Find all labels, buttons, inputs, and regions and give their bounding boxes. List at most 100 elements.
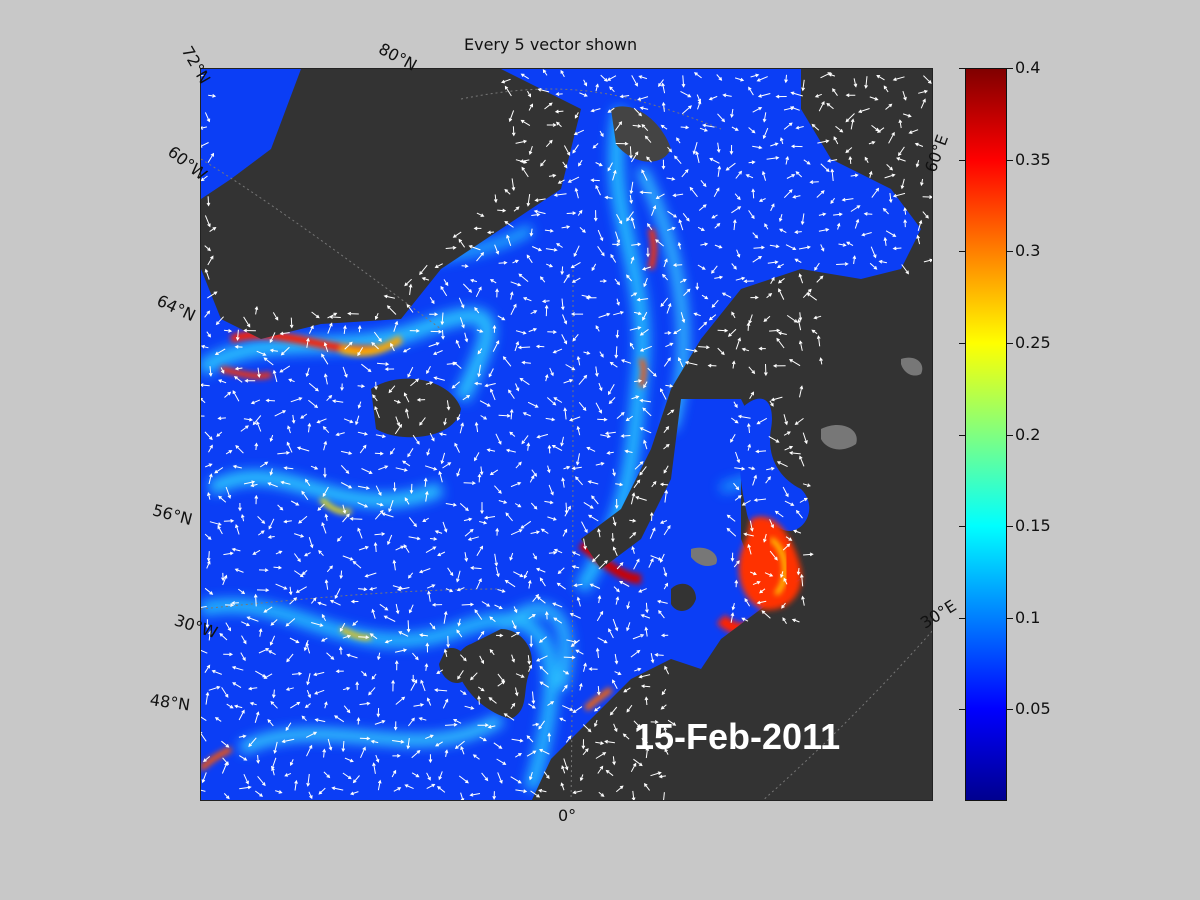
velocity-vector bbox=[395, 467, 408, 472]
velocity-vector bbox=[311, 622, 324, 627]
velocity-vector bbox=[791, 618, 800, 623]
velocity-vector bbox=[614, 498, 619, 510]
velocity-vector bbox=[201, 606, 207, 608]
velocity-vector bbox=[639, 345, 652, 352]
velocity-vector bbox=[489, 616, 496, 622]
velocity-vector bbox=[359, 736, 371, 741]
velocity-vector bbox=[416, 397, 426, 402]
velocity-vector bbox=[758, 198, 766, 202]
velocity-vector bbox=[717, 347, 725, 356]
velocity-vector bbox=[216, 431, 223, 437]
velocity-vector bbox=[483, 515, 496, 520]
velocity-vector bbox=[509, 552, 514, 561]
velocity-vector bbox=[587, 480, 599, 485]
velocity-vector bbox=[869, 262, 878, 270]
velocity-vector bbox=[642, 311, 648, 321]
velocity-vector bbox=[430, 537, 438, 541]
velocity-vector bbox=[521, 435, 529, 445]
velocity-vector bbox=[368, 687, 376, 696]
velocity-vector bbox=[801, 79, 805, 92]
velocity-vector bbox=[217, 525, 223, 535]
velocity-vector bbox=[509, 291, 514, 300]
velocity-vector bbox=[888, 131, 895, 144]
velocity-vector bbox=[527, 401, 539, 408]
velocity-vector bbox=[445, 245, 457, 250]
velocity-vector bbox=[608, 628, 614, 639]
velocity-vector bbox=[206, 196, 211, 207]
velocity-vector bbox=[708, 95, 718, 101]
velocity-vector bbox=[221, 740, 230, 748]
velocity-vector bbox=[595, 462, 605, 466]
velocity-vector bbox=[479, 466, 484, 476]
velocity-vector bbox=[782, 617, 787, 624]
velocity-vector bbox=[581, 521, 588, 534]
velocity-vector bbox=[413, 703, 425, 707]
velocity-vector bbox=[225, 450, 233, 455]
velocity-vector bbox=[394, 648, 408, 653]
velocity-vector bbox=[406, 620, 411, 633]
velocity-vector bbox=[585, 295, 597, 300]
velocity-vector bbox=[240, 513, 245, 522]
velocity-vector bbox=[770, 396, 783, 402]
velocity-vector bbox=[218, 379, 227, 384]
velocity-vector bbox=[612, 546, 618, 556]
velocity-vector bbox=[476, 545, 484, 557]
velocity-vector bbox=[521, 166, 529, 178]
velocity-vector bbox=[528, 103, 533, 111]
velocity-vector bbox=[678, 218, 684, 231]
velocity-vector bbox=[513, 606, 518, 614]
velocity-vector bbox=[711, 265, 718, 274]
velocity-vector bbox=[569, 416, 581, 422]
velocity-vector bbox=[714, 222, 721, 229]
velocity-vector bbox=[641, 266, 652, 271]
velocity-vector bbox=[766, 466, 775, 471]
velocity-vector bbox=[750, 73, 760, 78]
velocity-vector bbox=[661, 273, 669, 281]
colorbar-tick-mark bbox=[1007, 68, 1013, 69]
velocity-vector bbox=[553, 548, 563, 554]
velocity-vector bbox=[305, 478, 311, 487]
velocity-vector bbox=[463, 481, 476, 485]
velocity-vector bbox=[922, 211, 929, 219]
velocity-vector bbox=[249, 701, 257, 706]
velocity-vector bbox=[735, 276, 746, 281]
velocity-vector bbox=[274, 410, 287, 417]
velocity-vector bbox=[590, 108, 601, 113]
velocity-vector bbox=[446, 400, 451, 411]
velocity-vector bbox=[562, 314, 568, 325]
velocity-vector bbox=[411, 749, 421, 759]
velocity-vector bbox=[667, 719, 677, 726]
velocity-vector bbox=[408, 536, 421, 541]
lat-label-48n: 48°N bbox=[148, 690, 192, 715]
velocity-vector bbox=[639, 398, 652, 403]
velocity-vector bbox=[770, 203, 775, 212]
velocity-vector bbox=[201, 75, 205, 77]
velocity-vector bbox=[836, 262, 849, 266]
velocity-vector bbox=[631, 790, 636, 800]
velocity-vector bbox=[614, 346, 619, 359]
velocity-vector bbox=[288, 378, 295, 383]
velocity-vector bbox=[254, 305, 259, 315]
velocity-vector bbox=[531, 212, 541, 217]
velocity-vector bbox=[474, 381, 482, 386]
velocity-vector bbox=[604, 195, 613, 200]
velocity-vector bbox=[202, 756, 211, 763]
velocity-vector bbox=[419, 633, 429, 637]
velocity-vector bbox=[322, 748, 327, 758]
velocity-vector bbox=[646, 247, 650, 258]
velocity-vector bbox=[679, 278, 687, 283]
velocity-vector bbox=[922, 195, 932, 199]
velocity-vector bbox=[357, 485, 370, 490]
velocity-vector bbox=[743, 279, 754, 284]
velocity-vector bbox=[552, 602, 563, 608]
velocity-vector bbox=[583, 351, 591, 355]
velocity-vector bbox=[626, 622, 631, 632]
velocity-vector bbox=[396, 587, 410, 592]
velocity-vector bbox=[571, 551, 581, 556]
velocity-vector bbox=[529, 635, 534, 648]
velocity-vector bbox=[384, 367, 395, 371]
velocity-vector bbox=[529, 771, 533, 781]
velocity-vector bbox=[762, 112, 767, 123]
velocity-vector bbox=[304, 552, 311, 557]
velocity-vector bbox=[254, 494, 259, 505]
